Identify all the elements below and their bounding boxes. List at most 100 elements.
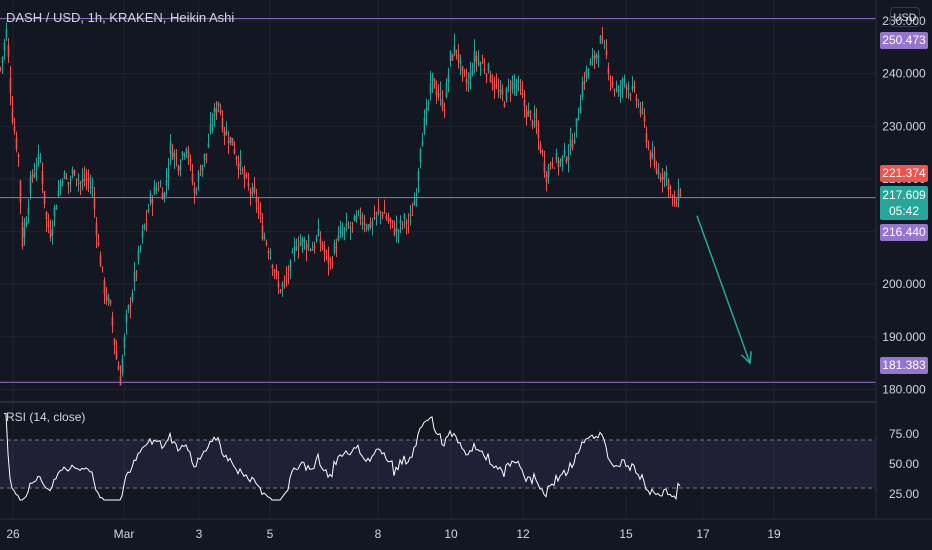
candle-body: [561, 156, 564, 161]
candle-body: [69, 179, 72, 181]
candle-body: [297, 246, 300, 249]
candle-body: [457, 54, 460, 62]
candle-body: [439, 93, 442, 95]
candle-body: [55, 205, 58, 210]
candle-body: [49, 230, 52, 238]
candle-body: [633, 86, 636, 89]
candle-body: [179, 165, 182, 170]
candle-body: [353, 215, 356, 222]
candle-body: [483, 68, 486, 71]
candle-body: [151, 199, 154, 204]
candle-body: [517, 81, 520, 83]
rsi-axis: 25.00 50.00 75.00: [889, 427, 919, 501]
candle-body: [89, 186, 92, 188]
candle-body: [655, 168, 658, 173]
candle-body: [99, 255, 102, 267]
candle-body: [555, 153, 558, 161]
candle-body: [667, 179, 670, 190]
candle-body: [423, 118, 426, 133]
candle-body: [113, 338, 116, 345]
candle-body: [637, 103, 640, 105]
candle-body: [585, 69, 588, 79]
candle-body: [19, 180, 22, 203]
candle-body: [215, 108, 218, 113]
candle-body: [479, 63, 482, 66]
candle-body: [1, 57, 4, 63]
candle-body: [263, 237, 266, 239]
candle-body: [363, 223, 366, 226]
candle-body: [285, 277, 288, 279]
candle-body: [497, 90, 500, 93]
candle-body: [459, 60, 462, 64]
candle-body: [139, 246, 142, 248]
candle-body: [675, 202, 678, 207]
candle-body: [227, 140, 230, 144]
candle-body: [219, 110, 222, 113]
price-tick-label: 200.000: [882, 277, 926, 291]
chart-grid: [0, 0, 876, 518]
candle-body: [511, 81, 514, 90]
candle-body: [359, 214, 362, 220]
candle-body: [57, 190, 60, 197]
candle-body: [647, 146, 650, 148]
time-tick-label: 3: [196, 527, 203, 541]
candle-body: [597, 55, 600, 58]
candle-body: [61, 181, 64, 183]
trend-arrow-head: [740, 351, 753, 365]
candle-body: [77, 179, 80, 181]
candle-body: [301, 238, 304, 243]
candle-body: [599, 36, 602, 44]
candle-body: [81, 179, 84, 182]
candle-body: [319, 238, 322, 244]
candle-body: [105, 294, 108, 300]
horizontal-lines: [0, 18, 876, 383]
candle-body: [85, 178, 88, 180]
candle-body: [613, 90, 616, 92]
candle-body: [453, 45, 456, 55]
candle-body: [111, 316, 114, 327]
candle-body: [31, 174, 34, 178]
currency-button[interactable]: USD: [890, 7, 920, 27]
candle-body: [499, 88, 502, 92]
candle-body: [343, 228, 346, 231]
candle-body: [133, 271, 136, 282]
candle-body: [45, 212, 48, 220]
candle-body: [169, 141, 172, 154]
rsi-tick-label: 75.00: [889, 427, 919, 441]
candle-body: [79, 182, 82, 184]
candle-body: [377, 210, 380, 212]
candle-body: [33, 172, 36, 177]
candle-body: [235, 156, 238, 160]
candle-body: [593, 55, 596, 61]
candle-body: [195, 192, 198, 194]
candle-body: [183, 154, 186, 156]
price-tick-label: 180.000: [882, 382, 926, 396]
candle-body: [509, 89, 512, 91]
candle-body: [535, 119, 538, 128]
candle-body: [335, 246, 338, 249]
candle-body: [463, 70, 466, 74]
candle-body: [29, 176, 32, 194]
candle-body: [445, 82, 448, 98]
price-tick-label: 230.000: [882, 119, 926, 133]
chart-title: DASH / USD, 1h, KRAKEN, Heikin Ashi: [6, 10, 235, 25]
candle-body: [233, 149, 236, 154]
candle-body: [129, 304, 132, 307]
candle-body: [405, 222, 408, 224]
rsi-tick-label: 50.00: [889, 457, 919, 471]
candle-body: [317, 228, 320, 236]
candle-body: [259, 210, 262, 216]
candle-body: [5, 28, 8, 39]
candle-body: [247, 182, 250, 187]
candle-body: [23, 227, 26, 238]
candle-body: [491, 80, 494, 85]
candle-body: [281, 283, 284, 287]
candle-body: [229, 136, 232, 144]
bar-countdown: 05:42: [888, 204, 920, 218]
candle-body: [489, 74, 492, 82]
candle-body: [155, 188, 158, 190]
candle-body: [679, 194, 682, 196]
candle-body: [181, 152, 184, 156]
candle-body: [189, 159, 192, 162]
